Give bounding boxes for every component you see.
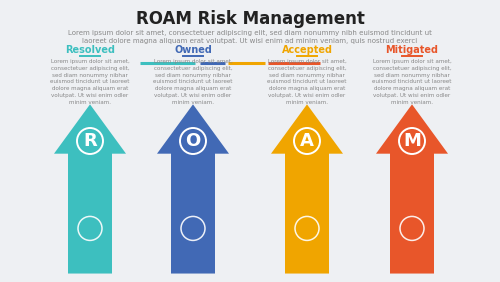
Text: A: A <box>300 132 314 150</box>
Text: Owned: Owned <box>174 45 212 55</box>
Text: Resolved: Resolved <box>65 45 115 55</box>
Text: Mitigated: Mitigated <box>386 45 438 55</box>
Text: Lorem ipsum dolor sit amet,
consectetuer adipiscing elit,
sed diam nonummy nibha: Lorem ipsum dolor sit amet, consectetuer… <box>50 59 130 105</box>
Polygon shape <box>54 104 126 274</box>
Text: M: M <box>403 132 421 150</box>
Text: O: O <box>186 132 200 150</box>
Polygon shape <box>157 104 229 274</box>
Text: ROAM Risk Management: ROAM Risk Management <box>136 10 364 28</box>
Polygon shape <box>376 104 448 274</box>
Polygon shape <box>271 104 343 274</box>
Text: Lorem ipsum dolor sit amet, consectetuer adipiscing elit, sed diam nonummy nibh : Lorem ipsum dolor sit amet, consectetuer… <box>68 30 432 44</box>
Text: R: R <box>83 132 97 150</box>
Text: Accepted: Accepted <box>282 45 333 55</box>
Text: Lorem ipsum dolor sit amet,
consectetuer adipiscing elit,
sed diam nonummy nibha: Lorem ipsum dolor sit amet, consectetuer… <box>153 59 233 105</box>
Text: Lorem ipsum dolor sit amet,
consectetuer adipiscing elit,
sed diam nonummy nibha: Lorem ipsum dolor sit amet, consectetuer… <box>267 59 347 105</box>
Text: Lorem ipsum dolor sit amet,
consectetuer adipiscing elit,
sed diam nonummy nibha: Lorem ipsum dolor sit amet, consectetuer… <box>372 59 452 105</box>
